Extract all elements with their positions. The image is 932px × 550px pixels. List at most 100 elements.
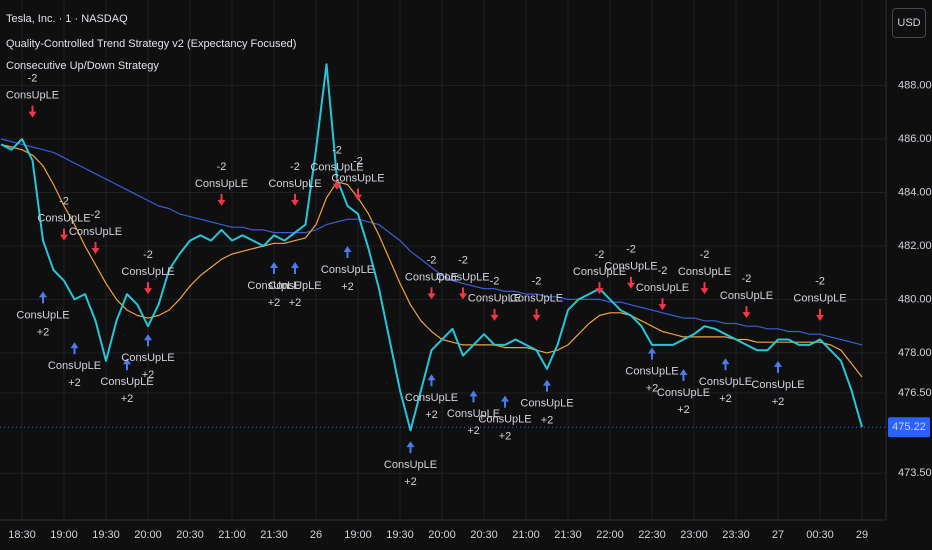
short-signal-arrow [144, 282, 152, 295]
short-signal-arrow [459, 287, 467, 300]
y-tick-label: 488.00 [898, 79, 932, 91]
signal-qty: -2 [290, 161, 300, 173]
signal-qty: -2 [658, 265, 668, 277]
last-price-label: 475.22 [892, 421, 926, 433]
signal-label: ConsUpLE [625, 365, 678, 377]
long-signal-arrow [270, 262, 278, 275]
signal-label: ConsUpLE [195, 178, 248, 190]
signal-label: ConsUpLE [268, 178, 321, 190]
signal-qty: +2 [425, 409, 438, 421]
x-tick-label: 20:30 [470, 529, 498, 541]
last-price-tag [888, 417, 930, 438]
short-signal-arrow [742, 306, 751, 319]
signal-qty: -2 [91, 209, 101, 221]
long-signal-arrow [291, 262, 299, 275]
series-line [0, 63, 863, 432]
y-tick-label: 473.50 [898, 467, 932, 479]
signal-label: ConsUpLE [37, 213, 90, 225]
grid [0, 0, 886, 520]
signal-label: ConsUpLE [678, 266, 731, 278]
short-signal-arrow [532, 308, 541, 321]
long-signal-arrow [343, 245, 352, 258]
indicator-label: Quality-Controlled Trend Strategy v2 (Ex… [6, 38, 296, 50]
signal-qty: -2 [217, 161, 227, 173]
x-tick-label: 23:00 [680, 529, 708, 541]
signal-qty: -2 [59, 196, 69, 208]
signal-qty: -2 [427, 254, 437, 266]
short-signal-arrow [354, 188, 362, 201]
signal-qty: +2 [142, 369, 155, 381]
x-tick-label: 20:00 [134, 529, 162, 541]
short-signal-arrow [627, 276, 635, 289]
x-tick-label: 20:00 [428, 529, 456, 541]
short-signal-arrow [333, 177, 341, 190]
signal-qty: +2 [541, 415, 554, 427]
signal-label: ConsUpLE [478, 414, 531, 426]
long-signal-arrow [406, 441, 415, 454]
short-signal-arrow [60, 228, 68, 241]
signal-qty: -2 [353, 155, 363, 167]
signal-qty: +2 [677, 404, 690, 416]
signal-qty: -2 [490, 276, 500, 288]
y-tick-label: 484.00 [898, 186, 932, 198]
x-tick-label: 22:00 [596, 529, 624, 541]
y-tick-label: 486.00 [898, 133, 932, 145]
long-signal-arrow [774, 360, 782, 373]
signal-qty: +2 [68, 377, 81, 389]
x-tick-label: 18:30 [8, 529, 36, 541]
signal-label: ConsUpLE [636, 282, 689, 294]
long-signal-arrow [39, 291, 47, 304]
series-line [0, 138, 863, 346]
signal-qty: +2 [404, 476, 417, 488]
y-tick-label: 482.00 [898, 240, 932, 252]
signal-label: ConsUpLE [121, 266, 174, 278]
x-tick-label: 00:30 [806, 529, 834, 541]
x-tick-label: 21:00 [218, 529, 246, 541]
signal-label: ConsUpLE [69, 226, 122, 238]
signal-label: ConsUpLE [573, 266, 626, 278]
long-signal-arrow [679, 368, 688, 381]
signal-label: ConsUpLE [6, 90, 59, 102]
signal-label: ConsUpLE [520, 398, 573, 410]
short-signal-arrow [816, 308, 824, 321]
long-signal-arrow [501, 395, 509, 408]
signal-qty: -2 [28, 73, 38, 85]
signal-label: ConsUpLE [604, 261, 657, 273]
signal-label: ConsUpLE [100, 376, 153, 388]
x-tick-label: 27 [772, 529, 784, 541]
signal-qty: +2 [268, 297, 281, 309]
signal-label: ConsUpLE [331, 172, 384, 184]
long-signal-arrow [123, 358, 131, 371]
signal-label: ConsUpLE [510, 293, 563, 305]
short-signal-arrow [595, 282, 604, 295]
signal-qty: -2 [595, 249, 605, 261]
signal-label: ConsUpLE [321, 264, 374, 276]
signal-label: ConsUpLE [793, 293, 846, 305]
signal-label: ConsUpLE [405, 392, 458, 404]
signal-qty: -2 [700, 249, 710, 261]
signal-label: ConsUpLE [657, 387, 710, 399]
long-signal-arrow [427, 374, 436, 387]
signal-qty: +2 [467, 425, 480, 437]
signal-label: ConsUpLE [447, 408, 500, 420]
signal-label: ConsUpLE [751, 379, 804, 391]
short-signal-arrow [291, 193, 299, 206]
currency-button[interactable]: USD [892, 8, 926, 38]
signal-qty: +2 [646, 382, 659, 394]
short-signal-arrow [427, 287, 436, 300]
x-tick-label: 20:30 [176, 529, 204, 541]
short-signal-arrow [217, 193, 226, 206]
x-tick-label: 21:30 [260, 529, 288, 541]
short-signal-arrow [28, 105, 37, 118]
x-tick-label: 19:00 [50, 529, 78, 541]
short-signal-arrow [490, 308, 499, 321]
signal-qty: -2 [532, 276, 542, 288]
signal-qty: +2 [37, 326, 50, 338]
y-tick-label: 478.00 [898, 347, 932, 359]
x-tick-label: 26 [310, 529, 322, 541]
long-signal-arrow [70, 342, 79, 355]
signal-qty: -2 [815, 276, 825, 288]
signal-qty: -2 [458, 254, 468, 266]
